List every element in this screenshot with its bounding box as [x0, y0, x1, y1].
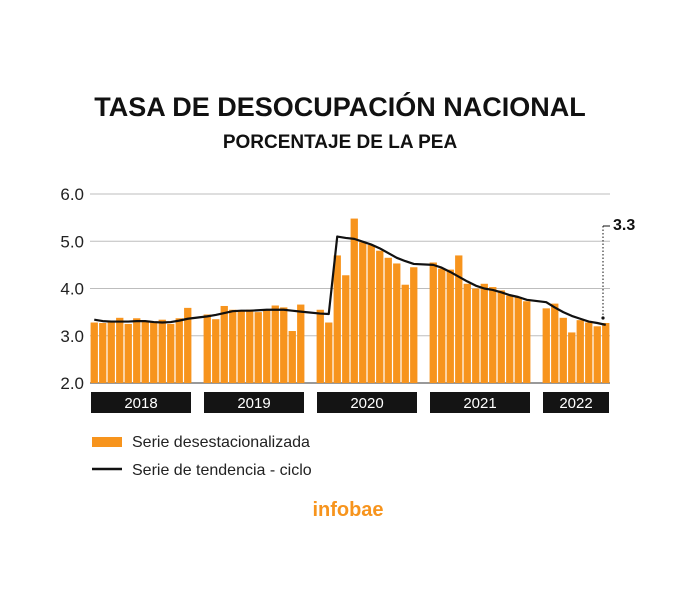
- bar-2020-12: [410, 267, 418, 383]
- bar-2018-12: [184, 307, 192, 383]
- year-box-2021: [430, 392, 530, 413]
- bar-2021-12: [523, 301, 531, 383]
- bar-2022-7: [593, 326, 601, 383]
- year-axis: 2018 2019 2020 2021 2022: [91, 392, 609, 413]
- year-label: 2022: [559, 395, 592, 412]
- bar-2020-5: [350, 218, 358, 383]
- year-box-2020: [317, 392, 417, 413]
- bar-2022-3: [559, 317, 567, 383]
- year-label: 2020: [350, 395, 383, 412]
- legend: Serie desestacionalizada Serie de tenden…: [92, 434, 312, 479]
- legend-swatch-bar: [92, 437, 122, 447]
- bar-2021-1: [429, 262, 437, 383]
- bar-2018-10: [167, 323, 175, 383]
- bar-2018-4: [116, 317, 124, 383]
- bar-2021-3: [446, 269, 454, 383]
- bar-2020-8: [376, 250, 384, 383]
- legend-label-bar: Serie desestacionalizada: [132, 434, 310, 451]
- bar-2018-6: [133, 318, 141, 383]
- bar-2018-3: [107, 321, 115, 383]
- year-box-2019: [204, 392, 304, 413]
- bar-2022-4: [568, 332, 576, 383]
- bar-2019-11: [288, 331, 296, 383]
- infobae-logo: infobae: [312, 499, 383, 521]
- bar-series: [90, 218, 610, 384]
- bar-2019-3: [220, 305, 228, 383]
- bar-2019-7: [254, 312, 262, 384]
- bar-2021-2: [438, 268, 446, 383]
- bar-2018-8: [150, 322, 158, 383]
- bar-2018-9: [158, 319, 166, 383]
- bar-2020-7: [367, 245, 375, 383]
- chart-title: TASA DE DESOCUPACIÓN NACIONAL: [94, 91, 586, 122]
- bar-2022-2: [551, 303, 559, 383]
- y-tick-label: 4.0: [60, 280, 84, 299]
- trend-line-series: [94, 235, 606, 326]
- y-axis-ticks: 6.0 5.0 4.0 3.0 2.0: [60, 185, 84, 393]
- bar-2022-6: [585, 322, 593, 383]
- bar-2018-5: [124, 323, 132, 383]
- year-label: 2019: [237, 395, 270, 412]
- bar-2019-9: [271, 305, 279, 383]
- bar-2019-1: [203, 314, 211, 383]
- bar-2022-5: [576, 320, 584, 383]
- y-tick-label: 5.0: [60, 232, 84, 251]
- y-tick-label: 3.0: [60, 327, 84, 346]
- annotation-dot: [601, 316, 605, 320]
- bar-2019-8: [263, 309, 271, 383]
- bar-2018-7: [141, 321, 149, 383]
- legend-label-line: Serie de tendencia - ciclo: [132, 462, 312, 479]
- bar-2020-4: [342, 275, 350, 383]
- bar-2021-5: [463, 283, 471, 383]
- trend-line: [94, 235, 606, 326]
- bar-2020-1: [316, 309, 324, 383]
- bar-2020-2: [325, 322, 333, 383]
- year-box-2018: [91, 392, 191, 413]
- bar-2022-1: [542, 308, 550, 383]
- bar-2021-9: [497, 290, 505, 383]
- bar-2019-10: [280, 307, 288, 383]
- bar-2022-8: [602, 322, 610, 383]
- bar-2019-5: [237, 310, 245, 383]
- bar-2021-10: [506, 295, 514, 383]
- bar-2021-4: [455, 255, 463, 383]
- bar-2018-2: [99, 322, 107, 383]
- last-value-annotation: 3.3: [601, 217, 635, 320]
- bar-2021-7: [480, 283, 488, 383]
- bar-2021-8: [489, 287, 497, 383]
- year-label: 2021: [463, 395, 496, 412]
- bar-2018-1: [90, 322, 98, 383]
- bar-2021-6: [472, 288, 480, 383]
- bar-2020-6: [359, 242, 367, 383]
- y-tick-label: 2.0: [60, 374, 84, 393]
- bar-2019-12: [297, 304, 305, 383]
- bar-2020-3: [333, 255, 341, 383]
- annotation-label: 3.3: [613, 217, 635, 234]
- bar-2019-2: [212, 319, 220, 383]
- year-label: 2018: [124, 395, 157, 412]
- bar-2021-11: [514, 297, 522, 383]
- year-box-2022: [543, 392, 609, 413]
- bar-2019-6: [246, 309, 254, 383]
- bar-2020-9: [384, 257, 392, 383]
- bar-2020-11: [401, 284, 409, 383]
- bar-2020-10: [393, 263, 401, 383]
- bar-2019-4: [229, 309, 237, 383]
- bar-2018-11: [175, 318, 183, 383]
- y-tick-label: 6.0: [60, 185, 84, 204]
- chart-subtitle: PORCENTAJE DE LA PEA: [223, 132, 458, 153]
